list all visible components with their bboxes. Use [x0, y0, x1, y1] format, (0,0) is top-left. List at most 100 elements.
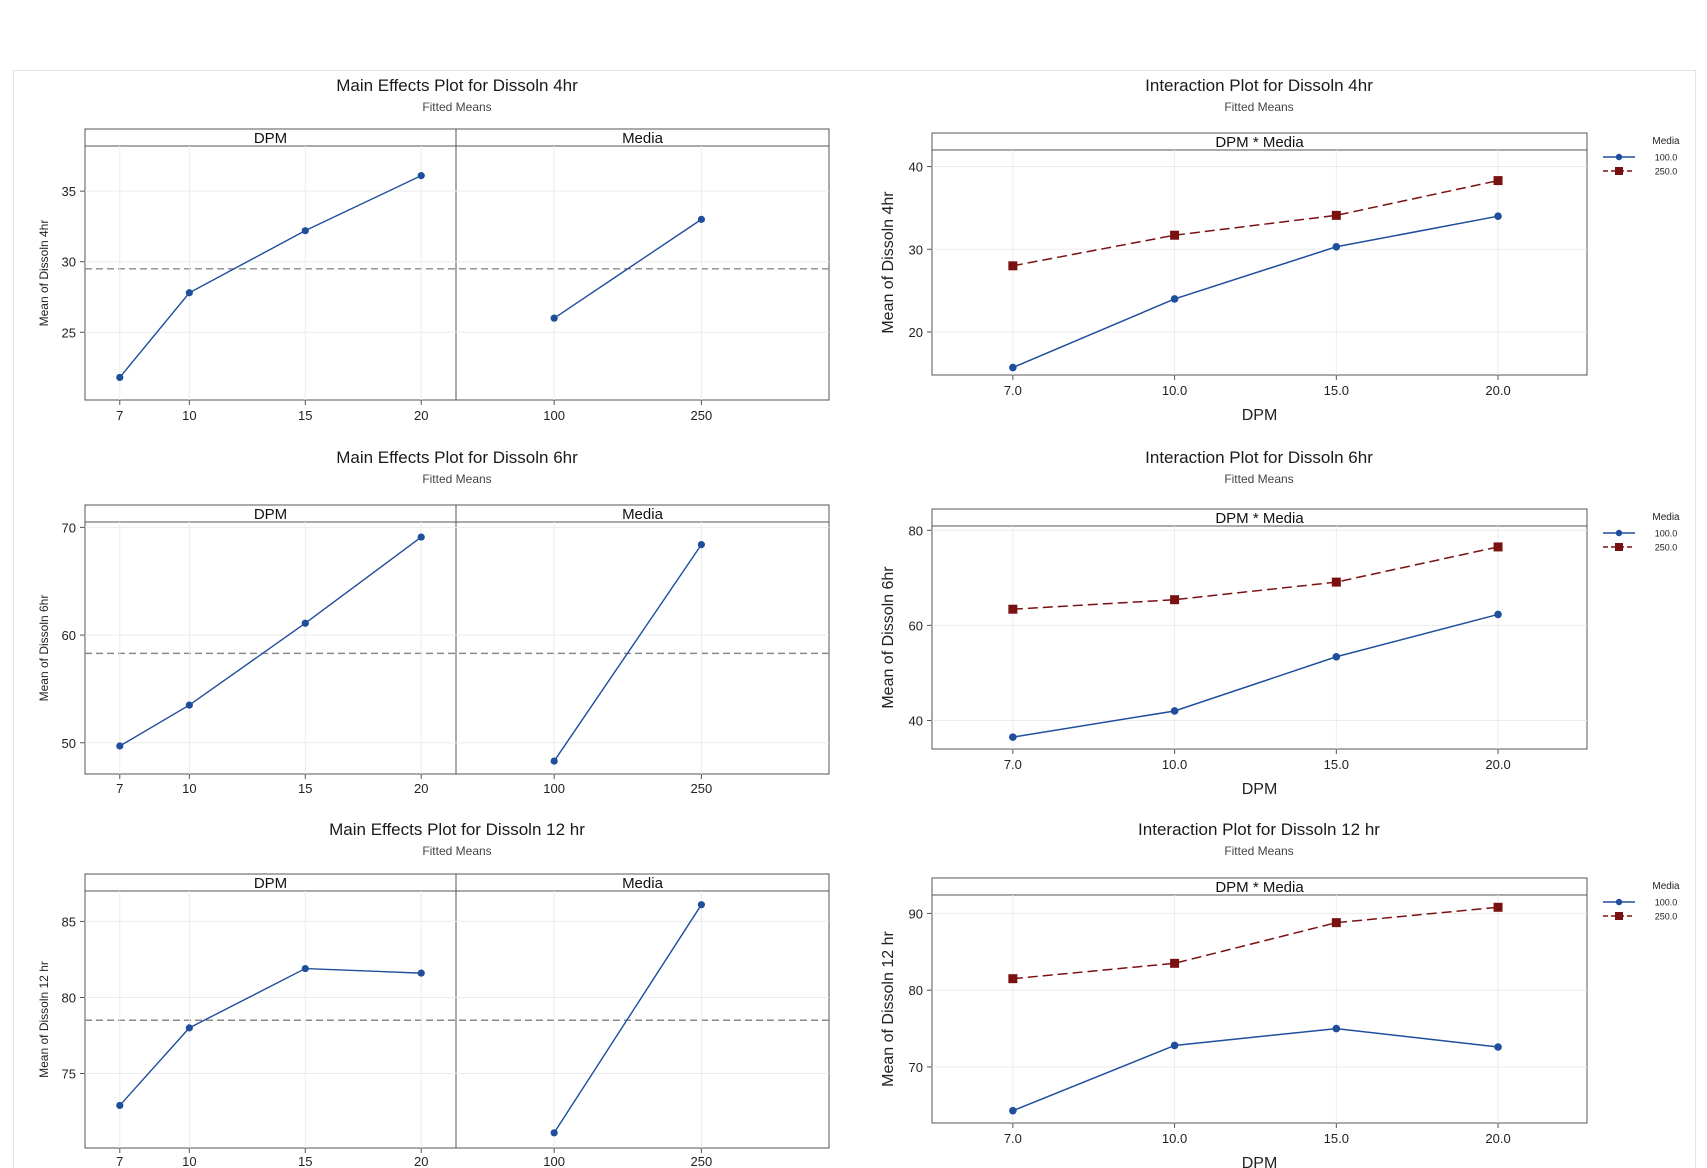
series-line-250.0 — [1012, 546, 1499, 610]
x-tick-label: 7 — [116, 1154, 123, 1168]
panel-header-strip — [84, 128, 830, 147]
series-point-square — [1331, 918, 1341, 928]
panel-header-strip — [84, 504, 830, 523]
legend-label: 250.0 — [1655, 912, 1678, 922]
legend-marker-square — [1615, 167, 1623, 175]
plot-title: Main Effects Plot for Dissoln 4hr — [336, 76, 578, 95]
mean-point — [550, 757, 558, 765]
panel-label: DPM * Media — [1215, 510, 1304, 527]
main-effects-plot-2: Main Effects Plot for Dissoln 6hr Fitted … — [37, 448, 830, 796]
x-tick-label: 10.0 — [1162, 383, 1187, 398]
y-tick-label: 25 — [62, 325, 76, 340]
panel-label-dpm: DPM — [254, 130, 287, 147]
legend-title: Media — [1652, 136, 1680, 147]
mean-point — [550, 314, 558, 322]
mean-line-media — [553, 904, 702, 1134]
x-tick-label: 15 — [298, 408, 312, 423]
mean-point — [301, 619, 309, 627]
mean-point — [116, 1101, 124, 1110]
legend-title: Media — [1652, 512, 1680, 523]
plot-frame — [84, 521, 830, 775]
plot-frame — [84, 145, 830, 401]
series-point-square — [1493, 176, 1503, 186]
panel-label: DPM * Media — [1215, 879, 1304, 896]
series-line-250.0 — [1012, 906, 1499, 980]
mean-line-dpm — [119, 175, 422, 378]
x-tick-label: 15 — [298, 781, 312, 796]
y-tick-label: 90 — [909, 906, 923, 921]
y-tick-label: 85 — [62, 914, 76, 929]
plot-subtitle: Fitted Means — [1224, 844, 1293, 858]
series-point-square — [1493, 542, 1503, 552]
legend: Media 100.0 250.0 — [1603, 136, 1680, 177]
plot-frame — [931, 894, 1588, 1124]
series-line-100.0 — [1012, 613, 1499, 738]
y-tick-label: 70 — [909, 1060, 923, 1075]
main-effects-plot-0: Main Effects Plot for Dissoln 4hr Fitted … — [37, 76, 830, 423]
mean-point — [697, 215, 705, 223]
series-point-circle — [1332, 242, 1341, 251]
legend-marker-square — [1615, 543, 1623, 551]
mean-point — [697, 541, 705, 549]
legend-label: 100.0 — [1655, 898, 1678, 908]
series-line-100.0 — [1012, 1027, 1499, 1112]
y-tick-label: 70 — [62, 520, 76, 535]
panel-label: DPM * Media — [1215, 134, 1304, 151]
plot-subtitle: Fitted Means — [422, 844, 491, 858]
series-point-square — [1331, 210, 1341, 220]
y-tick-label: 80 — [62, 990, 76, 1005]
series-point-square — [1008, 604, 1018, 614]
series-point-circle — [1170, 707, 1179, 715]
series-point-circle — [1494, 610, 1502, 619]
y-tick-label: 30 — [909, 242, 923, 257]
plot-title: Main Effects Plot for Dissoln 6hr — [336, 448, 578, 467]
series-point-circle — [1009, 1106, 1017, 1115]
y-axis-label: Mean of Dissoln 12 hr — [880, 931, 897, 1087]
mean-point — [550, 1129, 558, 1137]
x-tick-label: 7.0 — [1004, 1131, 1022, 1146]
x-tick-label: 7.0 — [1004, 383, 1022, 398]
x-axis-label: DPM — [1242, 781, 1278, 798]
x-tick-label: 10 — [182, 781, 196, 796]
mean-point — [417, 969, 425, 977]
series-point-circle — [1170, 295, 1179, 303]
panel-header-strip — [84, 873, 830, 892]
x-tick-label: 100 — [543, 781, 565, 796]
y-tick-label: 40 — [909, 160, 923, 175]
x-tick-label: 20 — [414, 781, 428, 796]
y-tick-label: 20 — [909, 325, 923, 340]
x-tick-label: 250 — [691, 1154, 713, 1168]
plot-title: Interaction Plot for Dissoln 4hr — [1145, 76, 1373, 95]
mean-line-dpm — [119, 967, 422, 1106]
series-point-square — [1170, 595, 1180, 605]
x-axis-label: DPM — [1242, 1155, 1278, 1168]
series-point-circle — [1009, 363, 1017, 372]
x-tick-label: 20.0 — [1485, 757, 1510, 772]
plot-subtitle: Fitted Means — [422, 100, 491, 114]
x-tick-label: 7 — [116, 408, 123, 423]
y-axis-label: Mean of Dissoln 4hr — [37, 220, 51, 327]
main-effects-plot-4: Main Effects Plot for Dissoln 12 hr Fitte… — [37, 820, 830, 1168]
series-point-circle — [1332, 1024, 1341, 1033]
series-line-100.0 — [1012, 215, 1499, 369]
series-point-circle — [1494, 1043, 1502, 1051]
mean-point — [697, 901, 705, 909]
x-tick-label: 250 — [691, 781, 713, 796]
legend-label: 250.0 — [1655, 167, 1678, 177]
plot-subtitle: Fitted Means — [1224, 100, 1293, 114]
x-tick-label: 20.0 — [1485, 383, 1510, 398]
y-axis-label: Mean of Dissoln 6hr — [37, 595, 51, 702]
series-point-circle — [1009, 733, 1017, 741]
plot-title: Interaction Plot for Dissoln 12 hr — [1138, 820, 1380, 839]
mean-point — [116, 742, 124, 750]
y-tick-label: 60 — [909, 618, 923, 633]
mean-point — [417, 533, 425, 541]
series-point-circle — [1494, 212, 1502, 220]
legend-marker-circle — [1615, 898, 1623, 906]
plot-subtitle: Fitted Means — [1224, 472, 1293, 486]
mean-point — [417, 172, 425, 180]
y-tick-label: 50 — [62, 736, 76, 751]
x-tick-label: 7 — [116, 781, 123, 796]
legend-marker-circle — [1615, 153, 1623, 161]
series-point-square — [1008, 974, 1018, 984]
